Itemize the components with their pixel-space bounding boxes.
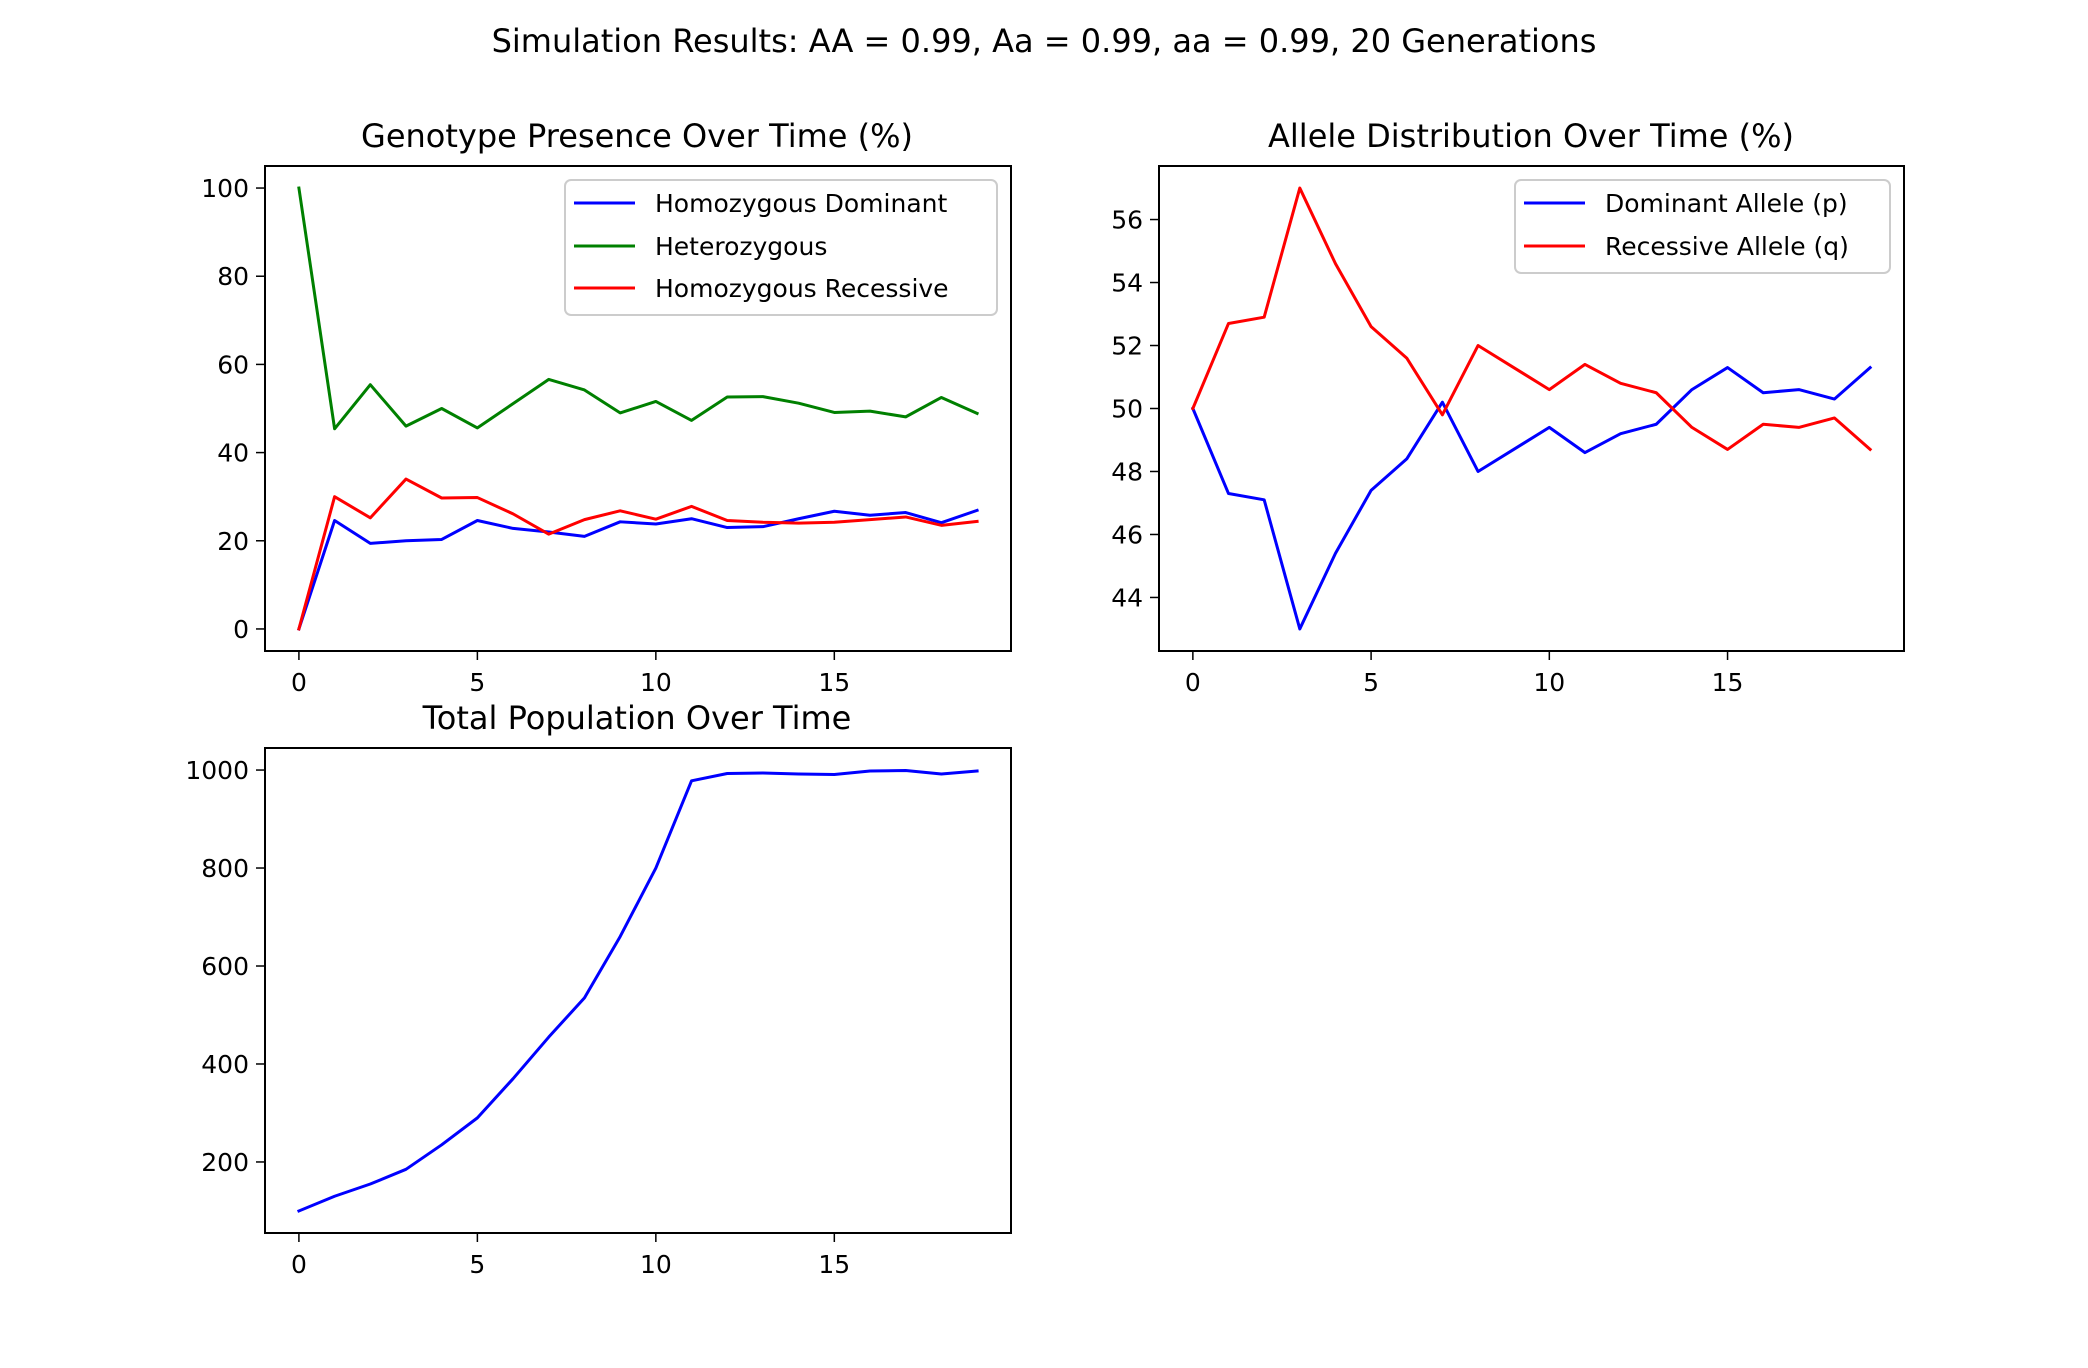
genotype-y-tick-label: 0 [233, 615, 249, 644]
allele-y-tick-label: 54 [1111, 269, 1143, 298]
legend-label-homozygous-recessive: Homozygous Recessive [655, 274, 949, 303]
genotype-series-line-homozygous-dominant [297, 508, 979, 631]
allele-y-tick-label: 52 [1111, 332, 1143, 361]
allele-plot-frame [1158, 165, 1905, 652]
population-plot-frame [264, 747, 1012, 1234]
allele-y-ticks: 44 46 48 50 52 54 56 [1111, 206, 1159, 612]
allele-series-line-dominant-allele-p [1190, 365, 1873, 631]
genotype-presence-title: Genotype Presence Over Time (%) [361, 117, 913, 155]
allele-legend-box [1514, 179, 1891, 274]
genotype-plot-frame [264, 165, 1012, 652]
genotype-y-ticks: 0 20 40 60 80 100 [201, 174, 265, 644]
population-series-layer [296, 769, 979, 1213]
genotype-y-tick-label: 40 [217, 439, 249, 468]
legend-label-heterozygous: Heterozygous [655, 232, 827, 261]
genotype-y-tick-label: 20 [217, 527, 249, 556]
allele-series-layer [1190, 186, 1873, 631]
allele-y-tick-label: 48 [1111, 457, 1143, 486]
allele-x-tick-label: 5 [1363, 668, 1379, 697]
genotype-x-ticks: 0 5 10 15 [291, 651, 850, 697]
allele-y-tick-label: 46 [1111, 520, 1143, 549]
population-x-tick-label: 10 [640, 1250, 672, 1279]
population-x-tick-label: 0 [291, 1250, 307, 1279]
genotype-legend-box [564, 179, 998, 316]
allele-y-tick-label: 56 [1111, 206, 1143, 235]
legend-label-dominant-allele: Dominant Allele (p) [1605, 189, 1848, 218]
allele-x-tick-label: 10 [1533, 668, 1565, 697]
genotype-x-tick-label: 5 [469, 668, 485, 697]
total-population-title: Total Population Over Time [422, 699, 852, 737]
population-y-ticks: 200 400 600 800 1000 [185, 756, 265, 1177]
population-y-tick-label: 800 [201, 854, 249, 883]
allele-x-ticks: 0 5 10 15 [1185, 651, 1744, 697]
figure-suptitle: Simulation Results: AA = 0.99, Aa = 0.99… [492, 22, 1597, 60]
legend-label-homozygous-dominant: Homozygous Dominant [655, 189, 947, 218]
genotype-series-layer [297, 186, 980, 631]
population-y-tick-label: 600 [201, 952, 249, 981]
population-y-tick-label: 400 [201, 1050, 249, 1079]
allele-distribution-panel: Allele Distribution Over Time (%) 0 5 10 15… [1111, 117, 1905, 697]
genotype-presence-panel: Genotype Presence Over Time (%) 0 5 10 15 0… [201, 117, 1012, 697]
population-y-tick-label: 200 [201, 1148, 249, 1177]
population-x-ticks: 0 5 10 15 [291, 1233, 850, 1279]
population-y-tick-label: 1000 [185, 756, 249, 785]
genotype-x-tick-label: 10 [640, 668, 672, 697]
allele-y-tick-label: 44 [1111, 583, 1143, 612]
total-population-panel: Total Population Over Time 0 5 10 15 200 400… [185, 699, 1012, 1279]
allele-distribution-title: Allele Distribution Over Time (%) [1268, 117, 1794, 155]
genotype-series-line-heterozygous [297, 186, 980, 431]
genotype-legend: Homozygous Dominant Heterozygous Homozyg… [564, 179, 998, 316]
allele-x-tick-label: 15 [1712, 668, 1744, 697]
genotype-y-tick-label: 80 [217, 262, 249, 291]
genotype-x-tick-label: 0 [291, 668, 307, 697]
allele-y-tick-label: 50 [1111, 395, 1143, 424]
population-series-line-total-population [296, 769, 979, 1213]
genotype-x-tick-label: 15 [818, 668, 850, 697]
genotype-y-tick-label: 100 [201, 174, 249, 203]
population-x-tick-label: 5 [469, 1250, 485, 1279]
genotype-y-tick-label: 60 [217, 350, 249, 379]
allele-x-tick-label: 0 [1185, 668, 1201, 697]
population-x-tick-label: 15 [818, 1250, 850, 1279]
legend-label-recessive-allele: Recessive Allele (q) [1605, 232, 1849, 261]
allele-legend: Dominant Allele (p) Recessive Allele (q) [1514, 179, 1891, 274]
genotype-series-line-homozygous-recessive [297, 477, 979, 631]
allele-series-line-recessive-allele-q [1190, 186, 1873, 452]
